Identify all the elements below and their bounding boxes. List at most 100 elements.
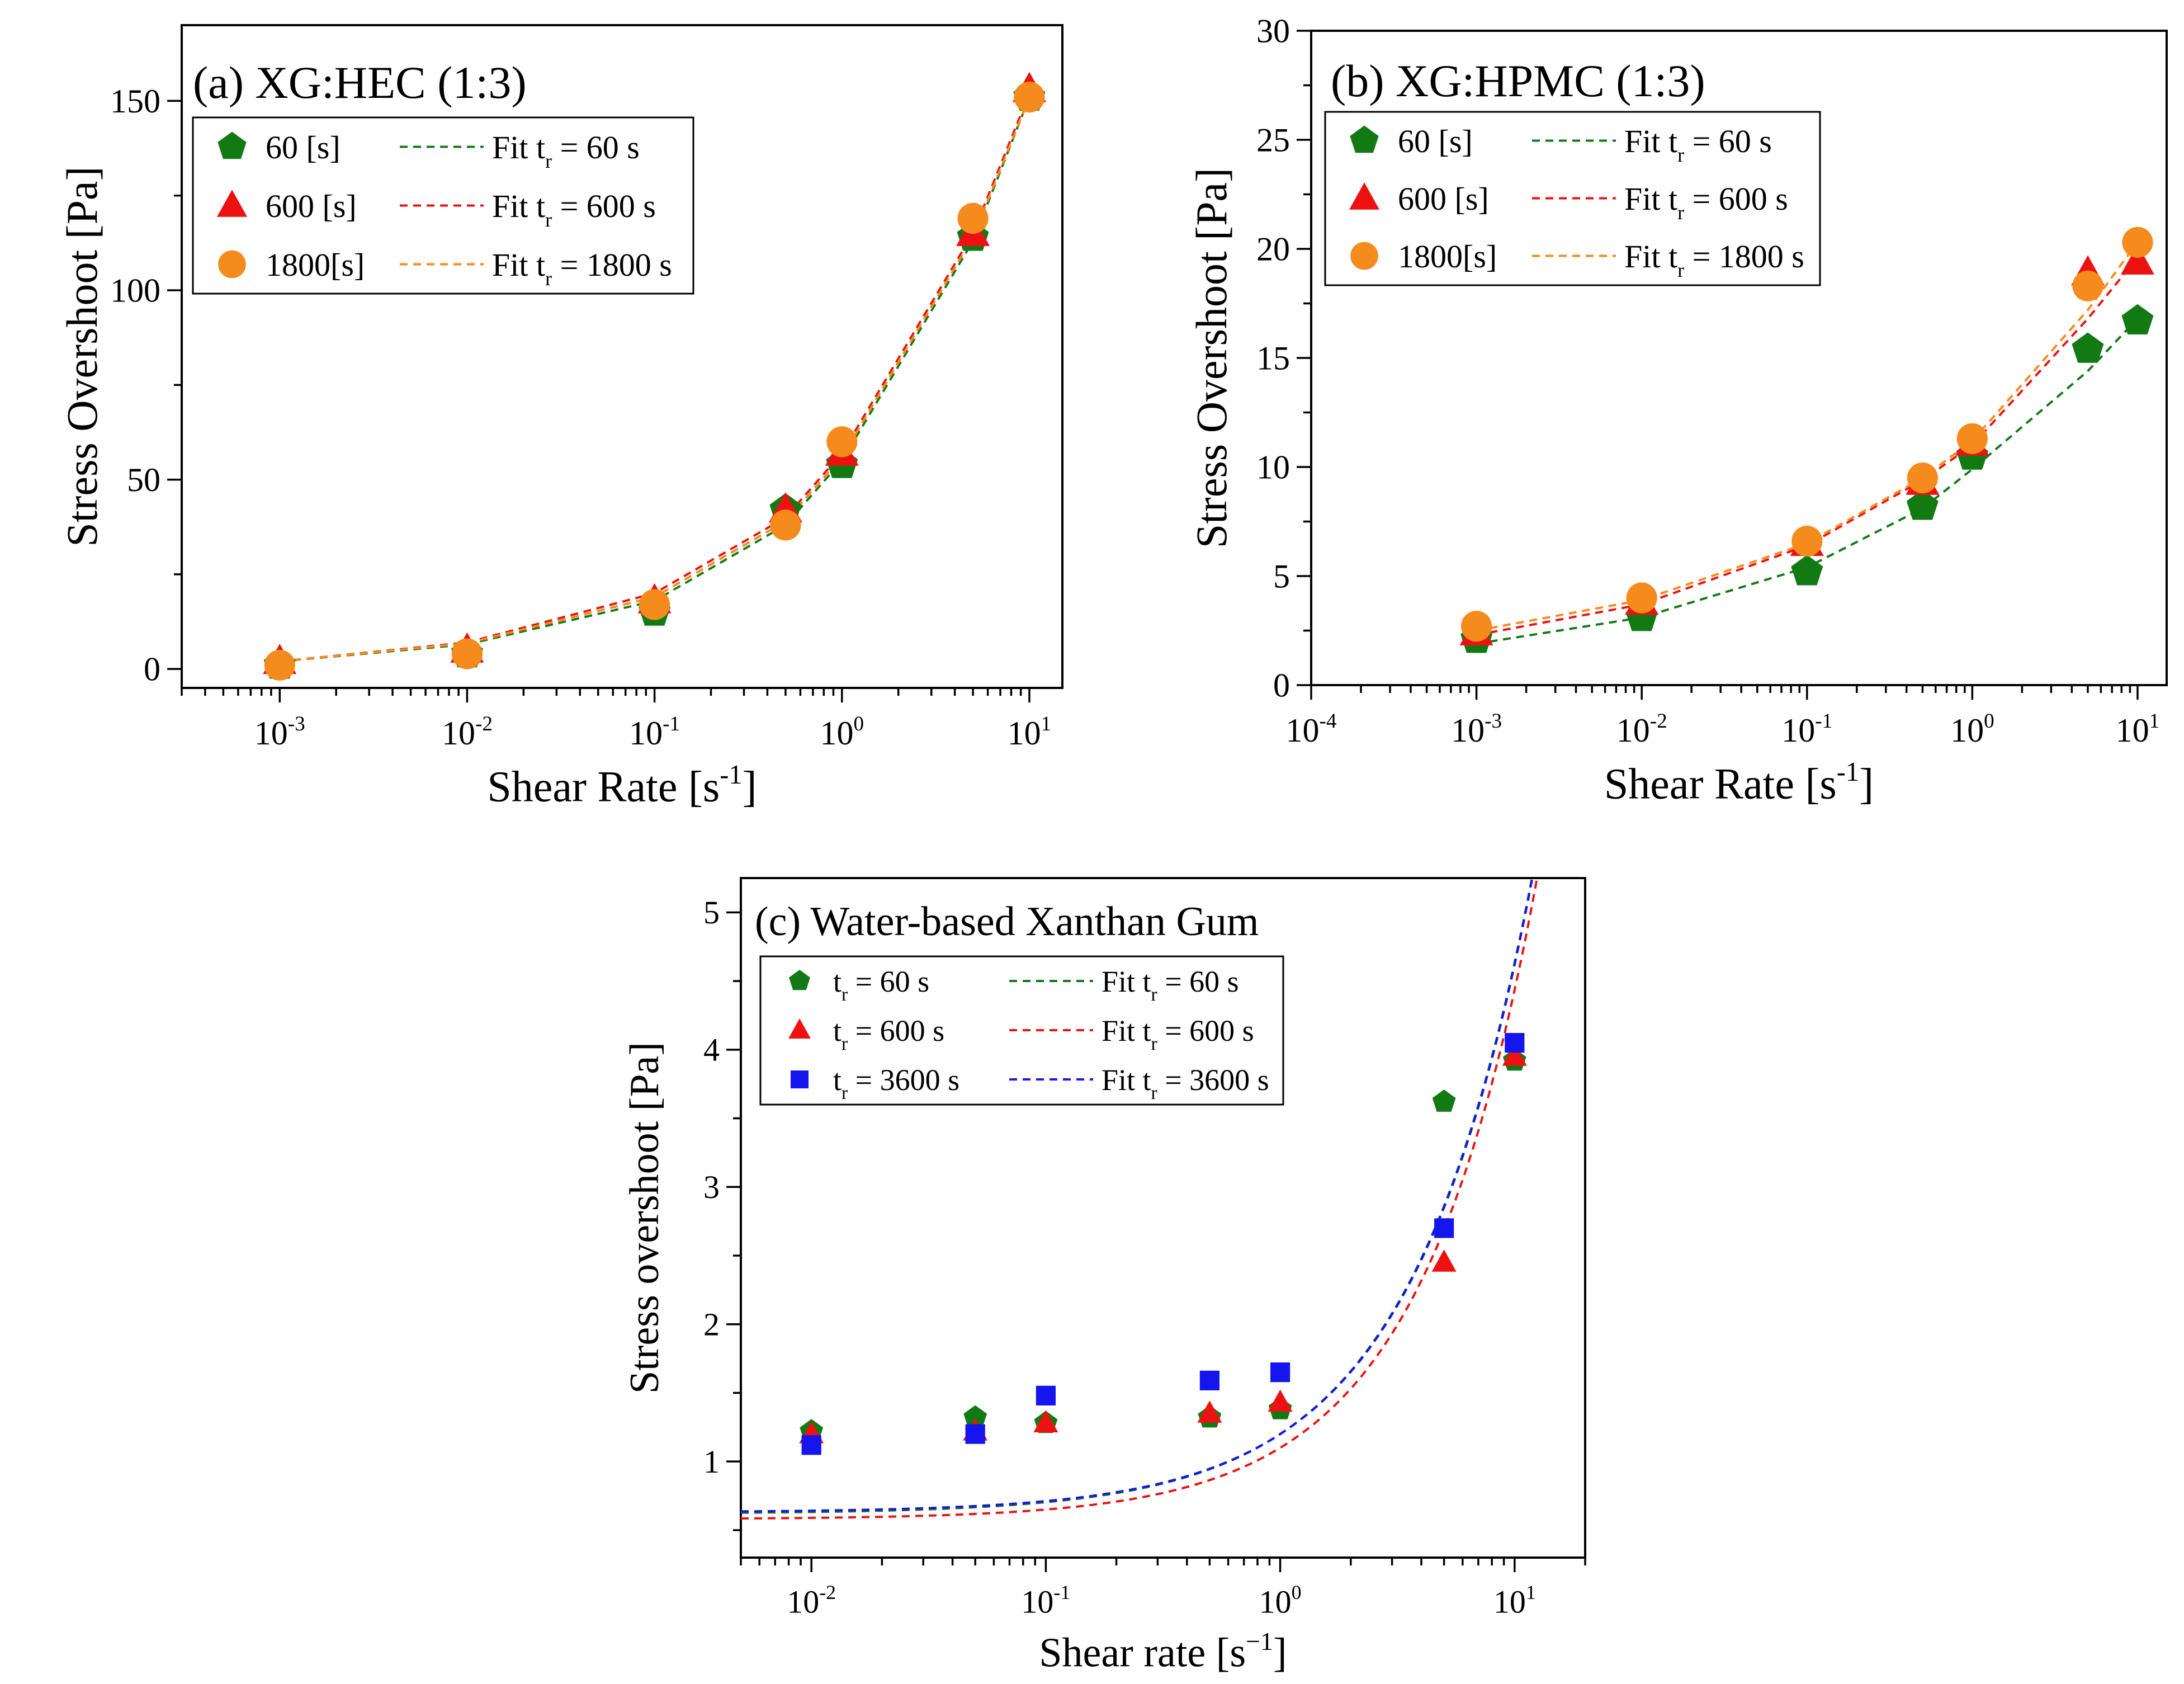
legend-label: tr = 600 s bbox=[833, 1014, 944, 1054]
legend-box bbox=[759, 955, 1284, 1106]
legend-fit-tail: = 1800 s bbox=[1684, 238, 1804, 275]
legend-fit-label: Fit tr = 60 s bbox=[492, 129, 640, 172]
x-axis-label: Shear rate [s−1] bbox=[1039, 1627, 1287, 1676]
x-tick-label: 101 bbox=[1493, 1581, 1536, 1620]
legend-marker bbox=[1350, 125, 1379, 153]
x-axis-label-tail: ] bbox=[1859, 759, 1874, 808]
data-point bbox=[451, 638, 483, 669]
data-point bbox=[1502, 1043, 1527, 1066]
x-tick-label: 101 bbox=[1008, 713, 1052, 752]
x-tick-base: 10 bbox=[820, 715, 854, 752]
data-point bbox=[2122, 227, 2153, 258]
data-point bbox=[2121, 304, 2154, 334]
data-point bbox=[1505, 1032, 1525, 1053]
y-tick-label: 100 bbox=[110, 272, 160, 309]
legend-label: 60 [s] bbox=[1398, 123, 1473, 159]
x-tick-exponent: 1 bbox=[1041, 713, 1052, 735]
x-tick-label: 10-2 bbox=[442, 713, 493, 752]
legend-label-text: 60 [s] bbox=[266, 129, 341, 166]
y-tick-label: 0 bbox=[1273, 667, 1290, 704]
y-tick-label: 4 bbox=[703, 1032, 720, 1068]
y-tick-label: 50 bbox=[127, 461, 160, 498]
data-point bbox=[1626, 582, 1657, 614]
legend-label: tr = 3600 s bbox=[833, 1063, 959, 1103]
legend-fit-tail: = 60 s bbox=[552, 129, 640, 166]
x-axis-label: Shear Rate [s-1] bbox=[487, 760, 757, 810]
y-tick-label: 0 bbox=[144, 651, 160, 688]
x-tick-exponent: -2 bbox=[1650, 710, 1667, 733]
y-tick-label: 2 bbox=[703, 1306, 720, 1342]
legend-fit-tail: = 600 s bbox=[552, 188, 656, 224]
legend-label-text: t bbox=[833, 1014, 842, 1048]
x-tick-label: 100 bbox=[820, 713, 864, 752]
legend-fit-label: Fit tr = 3600 s bbox=[1102, 1063, 1269, 1103]
legend-label: 60 [s] bbox=[266, 129, 341, 166]
data-point bbox=[1432, 1089, 1456, 1112]
data-point bbox=[963, 1405, 987, 1428]
legend-label: 600 [s] bbox=[1398, 181, 1489, 217]
y-tick-label: 20 bbox=[1256, 230, 1290, 267]
plot-area bbox=[263, 72, 1046, 681]
x-tick-base: 10 bbox=[1021, 1584, 1053, 1620]
x-tick-exponent: -2 bbox=[819, 1581, 836, 1603]
data-point bbox=[1036, 1385, 1056, 1405]
legend-label-text: 600 [s] bbox=[266, 188, 357, 224]
x-tick-exponent: 0 bbox=[1292, 1581, 1302, 1603]
data-point bbox=[770, 510, 801, 541]
x-axis-label-text: Shear rate [s bbox=[1039, 1630, 1246, 1676]
fit-line-2 bbox=[741, 878, 1534, 1513]
y-tick-label: 150 bbox=[110, 83, 160, 120]
data-point bbox=[639, 589, 670, 620]
y-tick-label: 10 bbox=[1256, 449, 1290, 485]
legend-fit-sub: r bbox=[1677, 259, 1684, 281]
legend-label-sub: r bbox=[842, 1083, 848, 1103]
x-axis-label: Shear Rate [s-1] bbox=[1604, 757, 1874, 808]
x-tick-label: 10-4 bbox=[1286, 710, 1337, 749]
x-tick-label: 100 bbox=[1950, 710, 1994, 749]
data-point bbox=[2072, 332, 2104, 363]
data-point bbox=[1431, 1249, 1457, 1272]
legend-marker bbox=[791, 1070, 809, 1088]
x-tick-label: 10-3 bbox=[1451, 710, 1502, 749]
data-point bbox=[1791, 526, 1823, 557]
data-point bbox=[1791, 555, 1823, 586]
x-tick-base: 10 bbox=[442, 715, 475, 752]
x-tick-exponent: -4 bbox=[1320, 710, 1337, 733]
x-tick-label: 10-1 bbox=[1781, 710, 1832, 749]
legend-fit-label: Fit tr = 600 s bbox=[1102, 1014, 1254, 1054]
x-axis-label-text: Shear Rate [s bbox=[1604, 759, 1837, 808]
x-tick-exponent: -2 bbox=[475, 713, 493, 735]
legend-fit-text: Fit t bbox=[1102, 1014, 1151, 1048]
x-axis-label-text: Shear Rate [s bbox=[487, 762, 720, 810]
y-axis-label: Stress Overshoot [Pa] bbox=[1187, 168, 1236, 548]
legend-fit-tail: = 60 s bbox=[1157, 965, 1239, 998]
data-point bbox=[2120, 244, 2154, 275]
data-point bbox=[1197, 1400, 1222, 1423]
x-tick-base: 10 bbox=[1493, 1584, 1526, 1620]
plot-frame bbox=[181, 24, 1063, 689]
y-tick-label: 5 bbox=[1273, 558, 1290, 595]
data-point bbox=[1906, 489, 1939, 520]
legend-label-text: t bbox=[833, 965, 842, 998]
legend-fit-sub: r bbox=[1151, 1034, 1157, 1054]
data-point bbox=[801, 1435, 821, 1455]
legend-fit-tail: = 60 s bbox=[1684, 123, 1772, 159]
x-tick-label: 10-2 bbox=[787, 1581, 836, 1620]
x-tick-base: 10 bbox=[1008, 715, 1041, 752]
x-tick-exponent: -1 bbox=[663, 713, 680, 735]
x-tick-base: 10 bbox=[1616, 712, 1650, 749]
legend-fit-label: Fit tr = 600 s bbox=[1624, 181, 1788, 224]
data-point bbox=[1434, 1218, 1454, 1238]
legend-fit-label: Fit tr = 60 s bbox=[1624, 123, 1772, 166]
data-point bbox=[1033, 1410, 1058, 1432]
legend-label-tail: = 3600 s bbox=[848, 1063, 959, 1097]
legend-fit-tail: = 1800 s bbox=[552, 247, 672, 283]
legend-label-text: t bbox=[833, 1063, 842, 1097]
legend-fit-label: Fit tr = 600 s bbox=[492, 188, 656, 231]
legend-label-text: 600 [s] bbox=[1398, 181, 1489, 217]
data-point bbox=[1268, 1389, 1293, 1412]
data-point bbox=[1270, 1362, 1290, 1383]
legend-fit-text: Fit t bbox=[1624, 181, 1677, 217]
